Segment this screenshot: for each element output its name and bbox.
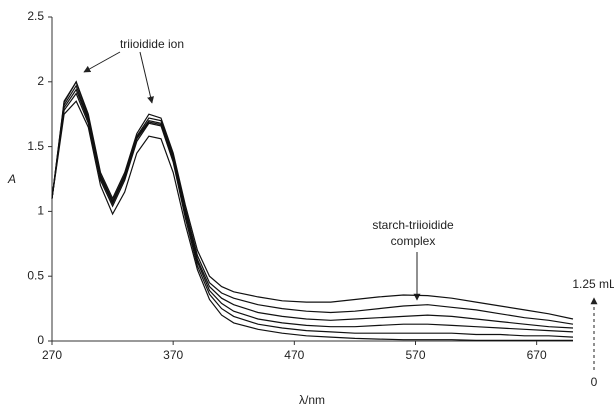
spectrum-line: [51, 92, 574, 338]
annotation: 0: [591, 375, 598, 389]
x-tick-label: 570: [405, 348, 425, 362]
y-tick-label: 1: [37, 204, 44, 218]
y-tick-label: 1.5: [27, 139, 44, 153]
x-tick-label: 470: [284, 348, 304, 362]
arrow: [139, 51, 154, 104]
annotation: starch-triioidide: [372, 218, 454, 232]
x-tick-label: 670: [527, 348, 547, 362]
spectrum-line: [51, 80, 574, 325]
x-axis-label: λ/nm: [299, 393, 325, 407]
spectrum-line: [51, 80, 574, 320]
y-tick-label: 0: [37, 333, 44, 347]
spectrum-line: [51, 88, 574, 333]
x-tick-label: 370: [163, 348, 183, 362]
spectrum-line: [51, 84, 574, 329]
annotation: 1.25 mL: [572, 277, 614, 291]
y-tick-label: 2: [37, 74, 44, 88]
x-tick-label: 270: [42, 348, 62, 362]
arrow: [83, 51, 121, 73]
y-tick-label: 0.5: [27, 268, 44, 282]
y-tick-label: 2.5: [27, 9, 44, 23]
y-axis-label: A: [7, 172, 16, 186]
spectrum-line: [51, 100, 573, 341]
annotation: complex: [391, 234, 436, 248]
annotation: triioidide ion: [120, 37, 184, 51]
